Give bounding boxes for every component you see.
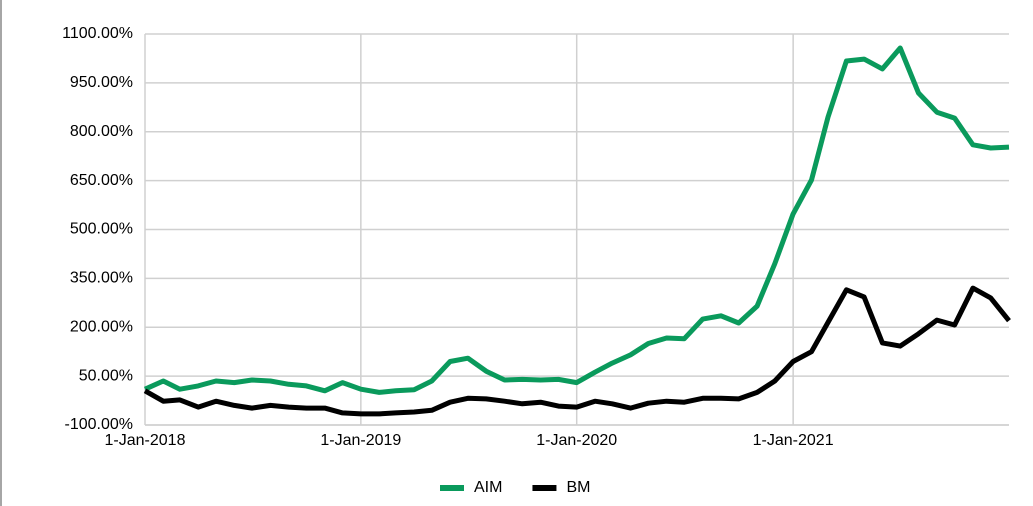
legend-label: BM (566, 479, 590, 496)
x-tick-label: 1-Jan-2018 (105, 432, 186, 449)
y-tick-label: -100.00% (65, 416, 134, 433)
y-tick-label: 200.00% (70, 318, 133, 335)
x-tick-label: 1-Jan-2020 (536, 432, 617, 449)
line-series (143, 285, 1011, 417)
line-series (143, 45, 1010, 395)
y-tick-label: 50.00% (79, 367, 133, 384)
y-tick-label: 500.00% (70, 221, 133, 238)
y-tick-label: 350.00% (70, 270, 133, 287)
y-tick-label: 1100.00% (62, 25, 133, 42)
y-tick-label: 650.00% (70, 172, 133, 189)
y-tick-label: 800.00% (70, 123, 133, 140)
x-tick-label: 1-Jan-2021 (753, 432, 834, 449)
legend-label: AIM (474, 479, 502, 496)
y-tick-label: 950.00% (70, 74, 133, 91)
x-tick-label: 1-Jan-2019 (320, 432, 401, 449)
